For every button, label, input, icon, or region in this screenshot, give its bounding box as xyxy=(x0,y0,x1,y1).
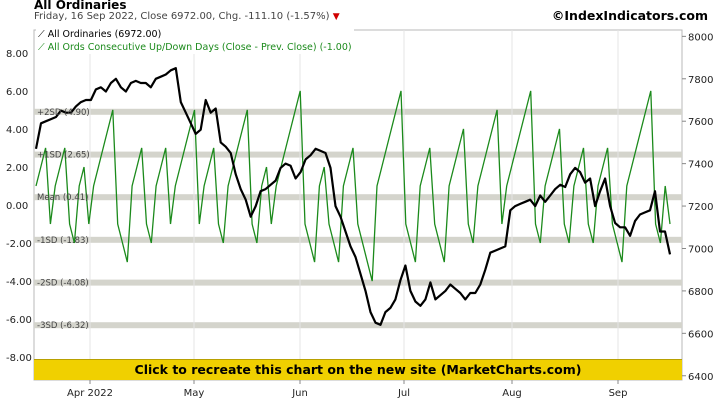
left-tick-label: -8.00 xyxy=(6,353,32,364)
right-tick-label: 7400 xyxy=(688,160,713,171)
left-tick-label: 2.00 xyxy=(6,163,28,174)
x-tick-label: Apr 2022 xyxy=(67,388,113,399)
sd-band xyxy=(34,279,682,286)
x-tick-label: Sep xyxy=(609,388,628,399)
site-credit: ©IndexIndicators.com xyxy=(551,8,708,23)
sd-band-label: -1SD (-1.83) xyxy=(37,236,89,246)
sd-band xyxy=(34,194,682,201)
sd-band xyxy=(34,236,682,243)
sd-band xyxy=(34,108,682,115)
right-tick-label: 7200 xyxy=(688,202,713,213)
subtitle-text: Friday, 16 Sep 2022, Close 6972.00, Chg.… xyxy=(34,11,330,22)
legend-item-price: ⟋ All Ordinaries (6972.00) xyxy=(38,28,352,41)
legend-swatch-price-icon: ⟋ xyxy=(38,29,45,40)
legend-swatch-streak-icon: ⟋ xyxy=(38,42,45,53)
price-line xyxy=(34,67,672,326)
band-labels: +2SD (4.90) +1SD (2.65) Mean (0.41) -1SD (-… xyxy=(37,108,90,331)
right-tick-label: 7000 xyxy=(688,244,713,255)
right-axis: 8000 7800 7600 7400 7200 7000 6800 6600 6400 xyxy=(682,32,713,383)
left-tick-label: 4.00 xyxy=(6,125,28,136)
left-tick-label: -6.00 xyxy=(6,315,32,326)
x-tick-label: Aug xyxy=(502,388,522,399)
left-tick-label: -4.00 xyxy=(6,277,32,288)
right-tick-label: 6800 xyxy=(688,287,713,298)
left-tick-label: 8.00 xyxy=(6,49,28,60)
left-tick-label: 0.00 xyxy=(6,201,28,212)
streak-series-group xyxy=(35,90,671,282)
right-tick-label: 6400 xyxy=(688,372,713,383)
right-tick-label: 8000 xyxy=(688,32,713,43)
x-tick-label: May xyxy=(184,388,205,399)
legend-item-streak: ⟋ All Ords Consecutive Up/Down Days (Clo… xyxy=(38,41,352,54)
chart-subtitle: Friday, 16 Sep 2022, Close 6972.00, Chg.… xyxy=(34,11,340,22)
plot-area xyxy=(33,29,683,381)
left-tick-label: -2.00 xyxy=(6,239,32,250)
chart-title: All Ordinaries xyxy=(34,0,127,12)
grid xyxy=(89,30,619,380)
down-arrow-icon: ▼ xyxy=(332,12,340,22)
legend-label-streak: All Ords Consecutive Up/Down Days (Close… xyxy=(47,42,352,53)
recreate-chart-banner[interactable]: Click to recreate this chart on the new … xyxy=(34,359,682,380)
sd-band-label: Mean (0.41) xyxy=(37,193,88,203)
streak-line xyxy=(35,90,671,282)
left-axis: 8.00 6.00 4.00 2.00 0.00 -2.00 -4.00 -6.00 -8.00 xyxy=(6,49,32,364)
right-tick-label: 7600 xyxy=(688,117,713,128)
sd-bands xyxy=(34,108,682,329)
x-tick-label: Jun xyxy=(291,388,308,399)
x-tick-label: Jul xyxy=(397,388,410,399)
sd-band-label: +2SD (4.90) xyxy=(37,108,90,118)
price-series-group xyxy=(34,67,672,326)
sd-band xyxy=(34,151,682,158)
right-tick-label: 7800 xyxy=(688,75,713,86)
legend-label-price: All Ordinaries (6972.00) xyxy=(47,29,162,40)
sd-band-label: +1SD (2.65) xyxy=(37,151,90,161)
sd-band-label: -2SD (-4.08) xyxy=(37,279,89,289)
right-tick-label: 6600 xyxy=(688,329,713,340)
sd-band xyxy=(34,322,682,329)
x-axis: Apr 2022 May Jun Jul Aug Sep xyxy=(67,380,627,399)
left-tick-label: 6.00 xyxy=(6,87,28,98)
sd-band-label: -3SD (-6.32) xyxy=(37,321,89,331)
legend: ⟋ All Ordinaries (6972.00) ⟋ All Ords Co… xyxy=(36,28,354,54)
